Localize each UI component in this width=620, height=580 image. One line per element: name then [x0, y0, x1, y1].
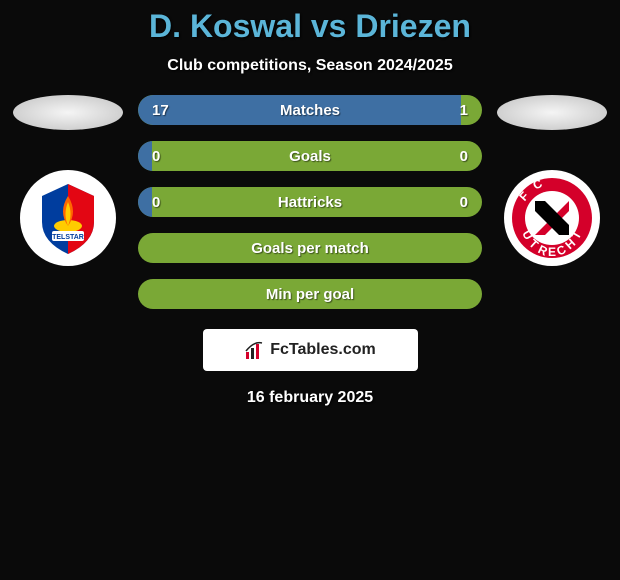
- utrecht-badge-icon: F C U T R E C H T: [509, 175, 595, 261]
- stats-column: 17 1 Matches 0 0 Goals 0 0 Hattricks Goals per ma…: [128, 95, 492, 309]
- stat-bar: 0 0 Goals: [138, 141, 482, 171]
- stat-label: Min per goal: [266, 286, 354, 303]
- left-club-badge: TELSTAR: [20, 170, 116, 266]
- stat-right-value: 0: [460, 148, 468, 165]
- stat-bar: 0 0 Hattricks: [138, 187, 482, 217]
- left-player-photo: [13, 95, 123, 130]
- stat-bar: Goals per match: [138, 233, 482, 263]
- stat-label: Goals: [289, 148, 331, 165]
- right-player-col: F C U T R E C H T: [492, 95, 612, 266]
- stat-label: Matches: [280, 102, 340, 119]
- stat-bar: 17 1 Matches: [138, 95, 482, 125]
- right-player-photo: [497, 95, 607, 130]
- date-line: 16 february 2025: [0, 389, 620, 407]
- comparison-card: D. Koswal vs Driezen Club competitions, …: [0, 0, 620, 407]
- telstar-badge-icon: TELSTAR: [28, 178, 108, 258]
- page-title: D. Koswal vs Driezen: [0, 8, 620, 45]
- stat-bar: Min per goal: [138, 279, 482, 309]
- stat-bar-left-fill: [138, 187, 152, 217]
- stat-right-value: 0: [460, 194, 468, 211]
- subtitle: Club competitions, Season 2024/2025: [0, 57, 620, 75]
- stat-left-value: 0: [152, 148, 160, 165]
- watermark[interactable]: FcTables.com: [203, 329, 418, 371]
- left-player-col: TELSTAR: [8, 95, 128, 266]
- main-row: TELSTAR 17 1 Matches 0 0 Goals 0 0 Hattricks Goal…: [0, 95, 620, 309]
- stat-right-value: 1: [460, 102, 468, 119]
- watermark-text: FcTables.com: [270, 341, 376, 359]
- stat-label: Hattricks: [278, 194, 342, 211]
- stat-label: Goals per match: [251, 240, 369, 257]
- svg-text:TELSTAR: TELSTAR: [52, 234, 84, 241]
- right-club-badge: F C U T R E C H T: [504, 170, 600, 266]
- fctables-logo-icon: [244, 339, 266, 361]
- stat-bar-left-fill: [138, 141, 152, 171]
- stat-left-value: 0: [152, 194, 160, 211]
- stat-left-value: 17: [152, 102, 169, 119]
